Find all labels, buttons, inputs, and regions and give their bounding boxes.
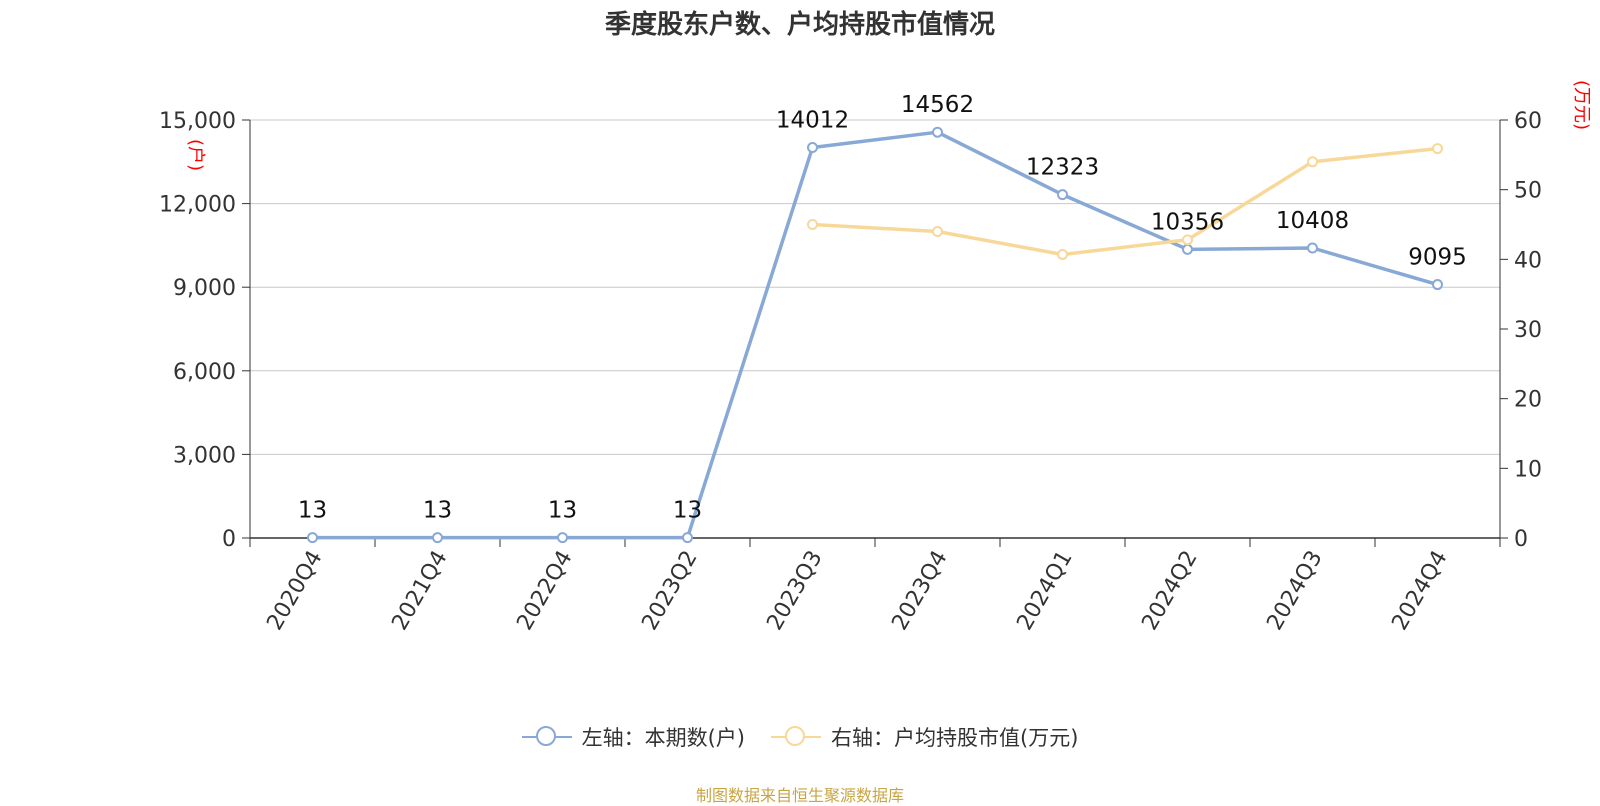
- data-label: 13: [298, 498, 327, 524]
- x-axis-tick-label: 2024Q3: [1262, 547, 1327, 635]
- data-label: 14012: [776, 108, 849, 134]
- point-avg-value: [807, 219, 818, 230]
- data-label: 10356: [1151, 209, 1224, 235]
- point-households: [682, 532, 693, 544]
- point-households: [557, 532, 568, 544]
- data-label: 14562: [901, 92, 974, 118]
- data-label: 13: [548, 498, 577, 524]
- right-axis-tick-label: 40: [1514, 248, 1542, 273]
- right-axis-tick-label: 10: [1514, 457, 1542, 482]
- x-axis-tick-label: 2020Q4: [262, 547, 327, 635]
- legend-marker-left-axis: [521, 725, 572, 749]
- point-avg-value: [1057, 248, 1068, 260]
- left-axis-unit: (户): [185, 139, 206, 171]
- point-households: [307, 532, 318, 544]
- grid-layer: [250, 119, 1500, 455]
- legend-circle-left-axis: [535, 726, 556, 746]
- left-axis-tick-label: 6,000: [173, 360, 236, 385]
- point-avg-value: [932, 225, 943, 237]
- x-axis-tick-label: 2021Q4: [387, 547, 452, 635]
- data-label: 9095: [1408, 245, 1467, 271]
- series-line-households: [312, 130, 1438, 540]
- data-label: 13: [423, 498, 452, 524]
- right-axis-unit: (万元): [1571, 80, 1592, 130]
- legend-label-left-axis: 左轴：本期数(户): [581, 726, 745, 750]
- point-households: [432, 532, 443, 544]
- legend: 左轴：本期数(户) 右轴：户均持股市值(万元): [0, 722, 1600, 752]
- point-households: [807, 142, 818, 154]
- x-axis-tick-label: 2024Q4: [1387, 547, 1452, 635]
- x-axis-tick-label: 2022Q4: [512, 547, 577, 635]
- data-label: 10408: [1276, 208, 1349, 234]
- legend-circle-right-axis: [785, 726, 805, 746]
- left-axis-tick-label: 3,000: [173, 443, 236, 468]
- point-households: [1307, 242, 1318, 254]
- point-avg-value: [1307, 156, 1318, 168]
- right-axis-tick-label: 30: [1514, 318, 1542, 343]
- legend-item-right-axis[interactable]: 右轴：户均持股市值(万元): [771, 722, 1078, 752]
- legend-item-left-axis[interactable]: 左轴：本期数(户): [521, 722, 745, 752]
- point-households: [1057, 189, 1068, 201]
- point-avg-value: [1182, 234, 1193, 246]
- point-households: [932, 126, 943, 138]
- series-layer: [307, 126, 1443, 544]
- x-axis-tick-label: 2024Q1: [1012, 547, 1077, 635]
- point-households: [1432, 279, 1443, 291]
- x-axis-tick-label: 2023Q3: [762, 547, 827, 635]
- right-axis-tick-label: 0: [1514, 527, 1528, 552]
- data-label: 12323: [1026, 155, 1099, 181]
- left-axis-tick-label: 0: [222, 527, 236, 552]
- right-axis-tick-label: 60: [1514, 109, 1542, 134]
- right-axis-tick-label: 50: [1514, 179, 1542, 204]
- point-households: [1182, 243, 1193, 255]
- data-label: 13: [673, 498, 702, 524]
- source-note: 制图数据来自恒生聚源数据库: [695, 786, 904, 805]
- legend-marker-right-axis: [771, 725, 821, 749]
- axis-layer: 0 3,000 6,000 9,000 12,000 15,000 0 10 20 30 40 50 6…: [159, 80, 1592, 635]
- series-line-avg-value: [812, 146, 1438, 257]
- left-axis-tick-label: 12,000: [159, 193, 236, 218]
- label-layer: 13 13 13 13 14012 14562 12323 10356 10408 9095: [298, 92, 1467, 523]
- x-axis-tick-label: 2024Q2: [1137, 547, 1202, 635]
- left-axis-tick-label: 9,000: [173, 276, 236, 301]
- right-axis-tick-label: 20: [1514, 388, 1542, 413]
- legend-label-right-axis: 右轴：户均持股市值(万元): [831, 726, 1079, 750]
- chart-title: 季度股东户数、户均持股市值情况: [604, 10, 995, 40]
- x-axis-tick-label: 2023Q4: [887, 547, 952, 635]
- x-axis-tick-label: 2023Q2: [637, 547, 702, 635]
- point-avg-value: [1432, 143, 1443, 155]
- left-axis-tick-label: 15,000: [159, 109, 236, 134]
